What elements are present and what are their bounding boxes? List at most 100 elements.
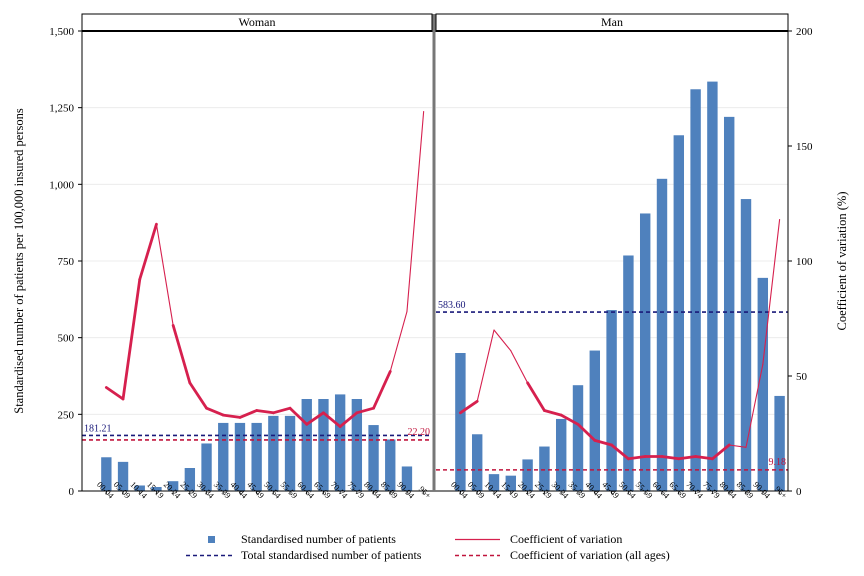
bar <box>774 395 785 491</box>
cv-line-segment <box>138 222 158 281</box>
cv-line-segment <box>576 422 597 442</box>
bar <box>184 468 196 491</box>
cv-line-segment <box>389 311 408 372</box>
cv-line-segment <box>476 329 495 402</box>
x-tick-label: 45-49 <box>245 479 266 500</box>
panel-woman: 181.21 22.20 00-0405-0910-1415-1920-2425-2… <box>81 13 433 501</box>
cv-line-segment <box>121 277 142 401</box>
bar <box>471 434 483 491</box>
x-tick-label: 85-89 <box>379 479 400 500</box>
cv-line-segment <box>493 329 512 352</box>
cv-line-segment <box>255 409 275 415</box>
x-tick-label: 60-64 <box>651 479 673 501</box>
x-tick-label: 10-14 <box>128 479 150 501</box>
x-tick-label: 10-14 <box>483 479 505 501</box>
cv-all-value-label: 22.20 <box>408 427 431 438</box>
cv-line-segment <box>660 455 681 461</box>
cv-line-segment <box>355 406 375 415</box>
bar <box>284 415 296 491</box>
x-tick-label: 75-79 <box>345 479 366 500</box>
x-tick-label: 25-29 <box>178 479 199 500</box>
bar <box>690 89 701 492</box>
x-tick-label: 65-69 <box>667 479 688 500</box>
y-left-tick-label: 0 <box>69 486 75 498</box>
bar <box>401 466 413 491</box>
bar <box>251 422 262 491</box>
bar <box>117 461 129 491</box>
legend-label-cv: Coefficient of variation <box>510 532 622 546</box>
cv-line-segment <box>221 413 242 419</box>
bar <box>268 415 279 491</box>
bar <box>301 399 312 491</box>
cv-line-segment <box>372 369 392 410</box>
x-tick-label: 00-04 <box>95 479 117 501</box>
x-tick-label: 80-84 <box>718 479 740 501</box>
bar <box>334 394 346 491</box>
x-tick-label: 15-19 <box>499 479 520 500</box>
total-value-label: 181.21 <box>84 423 112 434</box>
x-tick-label: 35-39 <box>212 479 233 500</box>
x-tick-label: 85-89 <box>735 479 756 500</box>
bar <box>234 422 246 491</box>
cv-line-segment <box>694 455 714 461</box>
x-tick-label: 90-94 <box>396 479 418 501</box>
bar <box>455 353 466 491</box>
cv-all-value-label: 9.18 <box>769 457 787 468</box>
panel-title: Woman <box>238 15 275 29</box>
bar <box>488 474 500 491</box>
bar <box>707 81 718 491</box>
x-tick-label: 00-04 <box>449 479 471 501</box>
cv-line-segment <box>338 411 359 429</box>
bar <box>723 116 735 491</box>
cv-line-segment <box>288 406 309 426</box>
x-tick-label: 25-29 <box>533 479 554 500</box>
legend: Standardised number of patients Coeffici… <box>186 532 670 562</box>
bar <box>351 399 363 491</box>
cv-line-segment <box>677 455 697 461</box>
legend-label-cv-all: Coefficient of variation (all ages) <box>510 548 670 562</box>
bar <box>623 255 634 491</box>
bar <box>639 213 651 491</box>
x-tick-label: 55-59 <box>279 479 300 500</box>
bar <box>505 475 517 491</box>
y-right-tick-label: 0 <box>796 486 802 498</box>
x-tick-label: 90-94 <box>751 479 773 501</box>
bar <box>656 178 668 491</box>
cv-line-segment <box>271 406 292 415</box>
y-left-axis-title: Standardised number of patients per 100,… <box>12 108 26 414</box>
legend-label-bars: Standardised number of patients <box>241 532 396 546</box>
cv-line-segment <box>526 381 546 412</box>
cv-line-segment <box>171 323 192 385</box>
bar <box>318 399 329 491</box>
cv-line-segment <box>510 350 529 384</box>
y-left-tick-label: 250 <box>58 409 75 421</box>
y-left-tick-label: 500 <box>58 333 75 345</box>
x-tick-label: 70-74 <box>684 479 706 501</box>
cv-line-segment <box>559 413 580 426</box>
panel-title: Man <box>601 15 623 29</box>
y-right-tick-label: 200 <box>796 26 813 38</box>
y-right-tick-label: 50 <box>796 371 808 383</box>
x-tick-label: 50-54 <box>262 479 284 501</box>
x-tick-label: 05-09 <box>112 479 133 500</box>
cv-line-segment <box>543 409 563 417</box>
cv-line-segment <box>322 411 342 429</box>
x-tick-label: 70-74 <box>329 479 351 501</box>
y-right-tick-label: 150 <box>796 141 813 153</box>
x-tick-label: 50-54 <box>617 479 639 501</box>
cv-line-segment <box>104 386 125 401</box>
bar <box>606 310 617 491</box>
cv-line-segment <box>745 363 764 448</box>
total-value-label: 583.60 <box>438 300 466 311</box>
cv-line-segment <box>627 455 647 461</box>
bar <box>522 459 533 491</box>
bar <box>201 443 212 491</box>
x-tick-label: 05-09 <box>466 479 487 500</box>
cv-line-segment <box>728 444 747 448</box>
x-tick-label: 15-19 <box>145 479 166 500</box>
cv-line-segment <box>610 443 630 461</box>
x-tick-label: 40-44 <box>229 479 251 501</box>
bar <box>555 418 567 491</box>
bar <box>368 425 379 491</box>
